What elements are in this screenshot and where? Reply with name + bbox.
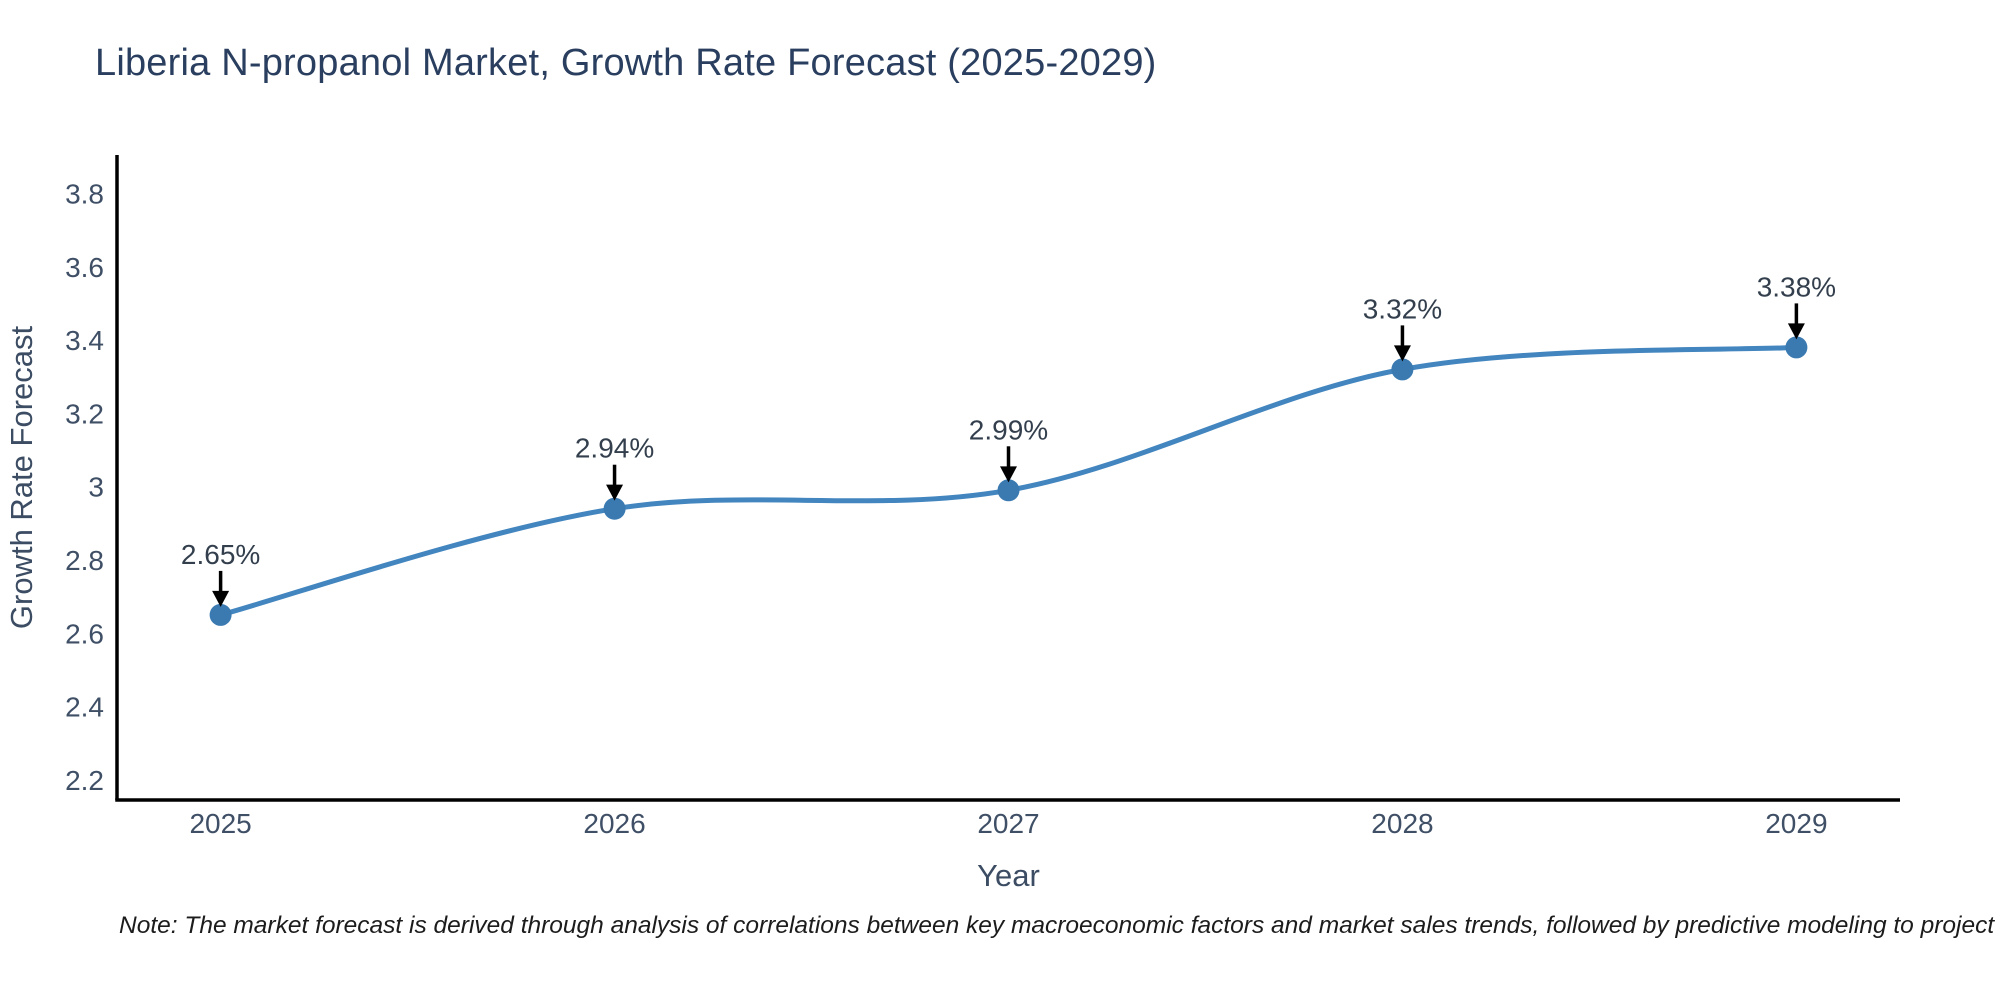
- data-point-marker: [1785, 336, 1808, 359]
- annotation-label: 2.65%: [181, 539, 260, 570]
- annotation-arrow-head: [606, 484, 624, 501]
- y-tick-label: 3.6: [65, 252, 104, 283]
- annotation-label: 2.94%: [575, 433, 654, 464]
- data-point-annotations: 2.65% 2.94% 2.99% 3.32% 3.38%: [181, 271, 1836, 607]
- annotation-label: 3.38%: [1757, 271, 1836, 302]
- y-axis-tick-labels: 2.2 2.4 2.6 2.8 3 3.2 3.4 3.6 3.8: [65, 178, 104, 795]
- annotation-label: 2.99%: [969, 414, 1048, 445]
- x-tick-label: 2029: [1765, 808, 1827, 839]
- x-tick-label: 2026: [583, 808, 645, 839]
- x-tick-label: 2025: [189, 808, 251, 839]
- data-point-marker: [209, 603, 232, 626]
- series-markers: [209, 336, 1808, 626]
- chart-title: Liberia N-propanol Market, Growth Rate F…: [95, 42, 1157, 84]
- data-point-marker: [997, 479, 1020, 502]
- x-tick-label: 2027: [977, 808, 1039, 839]
- annotation-arrow-head: [1787, 323, 1805, 340]
- y-tick-label: 3: [88, 472, 104, 503]
- y-tick-label: 2.2: [65, 765, 104, 796]
- y-tick-label: 3.2: [65, 398, 104, 429]
- y-tick-label: 2.6: [65, 618, 104, 649]
- y-tick-label: 2.8: [65, 545, 104, 576]
- x-axis-title: Year: [977, 858, 1040, 893]
- x-tick-label: 2028: [1371, 808, 1433, 839]
- data-point-marker: [603, 497, 626, 520]
- data-point-marker: [1391, 358, 1414, 381]
- y-tick-label: 3.8: [65, 178, 104, 209]
- annotation-label: 3.32%: [1363, 293, 1442, 324]
- y-axis-title: Growth Rate Forecast: [4, 326, 39, 630]
- x-axis-tick-labels: 2025 2026 2027 2028 2029: [189, 808, 1827, 839]
- annotation-arrow-head: [1393, 345, 1411, 362]
- y-tick-label: 3.4: [65, 325, 104, 356]
- annotation-arrow-head: [1000, 466, 1017, 483]
- footnote: Note: The market forecast is derived thr…: [119, 912, 2000, 939]
- annotation-arrow-head: [212, 590, 230, 607]
- y-tick-label: 2.4: [65, 692, 104, 723]
